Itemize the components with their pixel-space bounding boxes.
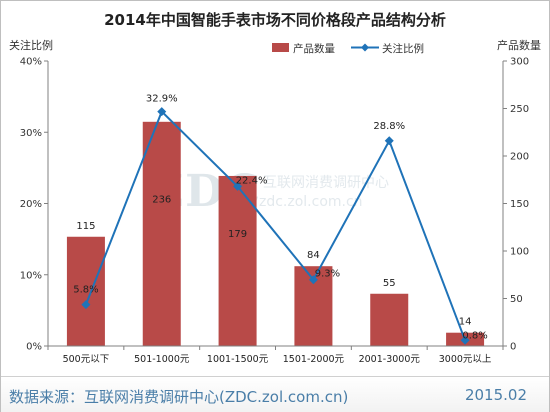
legend-bar-swatch [272,43,289,52]
right-tick-label: 50 [510,294,523,305]
line-markers [81,107,470,345]
right-axis-ticks: 0 50 100 150 200 250 300 [503,57,529,353]
bar-1 [66,236,105,346]
right-tick-label: 0 [510,342,516,353]
right-tick-label: 300 [510,57,529,68]
right-axis-title: 产品数量 [497,38,541,52]
legend: 产品数量 关注比例 [272,42,424,55]
right-tick-label: 100 [510,247,529,258]
bar-label-2: 236 [152,195,171,206]
category-label-2: 501-1000元 [134,354,190,365]
right-tick-label: 250 [510,104,529,115]
watermark-cn: 互联网消费调研中心 [263,175,389,191]
bar-label-1: 115 [76,221,95,232]
bar-series [66,121,485,346]
category-label-4: 1501-2000元 [283,354,345,365]
line-point-2 [157,107,167,117]
legend-line-marker [361,43,369,52]
line-series [84,109,467,341]
data-source: 数据来源：互联网消费调研中心(ZDC.zol.com.cn) [9,388,349,406]
footer: 数据来源：互联网消费调研中心(ZDC.zol.com.cn) 2015.02 [1,376,549,412]
left-axis-ticks: 0% 10% 20% 30% 40% [20,57,48,353]
chart-title: 2014年中国智能手表市场不同价格段产品结构分析 [104,11,446,29]
watermark-url: zdc.zol.com.cn [259,194,363,210]
left-axis-title: 关注比例 [9,38,53,52]
right-tick-label: 150 [510,199,529,210]
chart: ZDC 互联网消费调研中心 zdc.zol.com.cn 2014年中国智能手表… [9,11,541,365]
bar-5 [370,293,409,346]
category-label-1: 500元以下 [63,354,110,365]
line-point-4 [308,275,318,285]
category-label-5: 2001-3000元 [359,354,421,365]
line-label-6: 0.8% [462,330,487,341]
right-tick-label: 200 [510,152,529,163]
line-data-labels: 5.8% 32.9% 22.4% 9.3% 28.8% 0.8% [73,94,488,342]
left-tick-label: 30% [20,128,42,139]
category-ticks: 500元以下 501-1000元 1001-1500元 1501-2000元 2001-… [47,346,504,365]
line-point-1 [81,300,91,310]
bar-3 [218,175,257,346]
bar-2 [142,121,181,346]
report-date: 2015.02 [464,386,527,404]
left-tick-label: 20% [20,199,42,210]
bar-label-6: 14 [459,317,472,328]
line-label-4: 9.3% [315,269,340,280]
legend-bar-label: 产品数量 [293,42,335,55]
category-label-3: 1001-1500元 [207,354,269,365]
line-label-3: 22.4% [236,175,268,186]
left-tick-label: 10% [20,270,42,281]
bar-label-5: 55 [383,278,396,289]
line-point-5 [384,136,394,146]
line-point-6 [460,335,470,345]
category-label-6: 3000元以上 [439,354,492,365]
line-label-5: 28.8% [373,121,405,132]
legend-line-label: 关注比例 [382,42,424,55]
bar-data-labels: 115 236 179 84 55 14 [76,195,471,328]
left-tick-label: 40% [20,57,42,68]
bar-label-4: 84 [307,250,320,261]
left-tick-label: 0% [26,342,42,353]
line-point-3 [233,181,243,191]
line-label-2: 32.9% [146,94,178,105]
bar-label-3: 179 [228,229,247,240]
line-label-1: 5.8% [73,285,98,296]
watermark: ZDC 互联网消费调研中心 zdc.zol.com.cn [151,166,389,217]
